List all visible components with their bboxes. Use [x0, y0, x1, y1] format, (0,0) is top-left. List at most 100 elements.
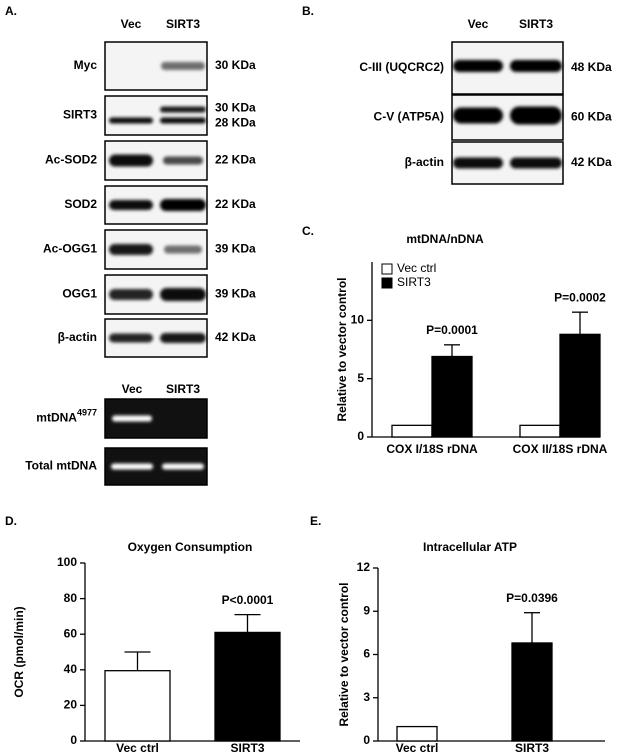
y-tick-label: 60 [64, 626, 78, 640]
lane-label: SIRT3 [166, 382, 200, 396]
row-name: C-V (ATP5A) [374, 110, 444, 124]
y-tick-label: 100 [57, 555, 77, 569]
row-label: Ac-OGG1 [43, 242, 97, 256]
row-name: Total mtDNA [25, 459, 97, 473]
row-label: Ac-SOD2 [45, 153, 97, 167]
panel-label: D. [5, 514, 17, 528]
bar [519, 424, 561, 438]
band [160, 288, 206, 301]
size-label: 22 KDa [215, 197, 256, 211]
lane-label: SIRT3 [166, 17, 200, 31]
y-tick-label: 0 [363, 733, 370, 747]
size-label: 39 KDa [215, 287, 256, 301]
row-label: OGG1 [62, 287, 97, 301]
lane-label: Vec [122, 382, 143, 396]
row-label: C-III (UQCRC2) [359, 60, 444, 74]
row-name: Ac-SOD2 [45, 153, 97, 167]
band [453, 60, 503, 72]
size-label: 30 KDa [215, 101, 256, 115]
row-label: mtDNA4977 [36, 408, 97, 425]
band [109, 200, 153, 210]
y-tick-label: 10 [351, 313, 365, 327]
row-name: SOD2 [64, 197, 97, 211]
panel-label: C. [302, 224, 314, 238]
bar [104, 670, 171, 742]
annotation: P=0.0001 [426, 323, 478, 337]
y-tick-label: 20 [64, 698, 78, 712]
y-axis-label: Relative to vector control [335, 277, 349, 421]
size-label: 42 KDa [215, 330, 256, 344]
band [109, 117, 153, 124]
band [161, 62, 205, 70]
row-name: Ac-OGG1 [43, 242, 97, 256]
bar [511, 642, 553, 742]
band [160, 333, 206, 343]
band [109, 154, 153, 167]
annotation: P<0.0001 [222, 593, 274, 607]
blot-box [104, 95, 208, 136]
y-axis-label: OCR (pmol/min) [12, 606, 26, 697]
size-label: 22 KDa [215, 153, 256, 167]
x-tick-label: COX II/18S rDNA [513, 442, 608, 456]
y-tick-label: 0 [70, 733, 77, 747]
size-label: 60 KDa [571, 110, 612, 124]
band [163, 156, 203, 165]
band [164, 245, 202, 254]
band [453, 107, 503, 124]
band [162, 463, 204, 470]
chart-title: Intracellular ATP [423, 540, 517, 554]
annotation: P=0.0396 [506, 591, 558, 605]
band [160, 117, 206, 124]
y-tick-label: 5 [357, 371, 364, 385]
panel-label: E. [310, 514, 321, 528]
band [510, 60, 562, 72]
row-label: SIRT3 [63, 108, 97, 122]
size-label: 39 KDa [215, 242, 256, 256]
y-tick-label: 6 [363, 647, 370, 661]
legend-label: Vec ctrl [397, 261, 436, 275]
y-tick-label: 0 [357, 429, 364, 443]
row-label: SOD2 [64, 197, 97, 211]
lane-label: Vec [121, 17, 142, 31]
row-name: β-actin [405, 155, 444, 169]
x-tick-label: SIRT3 [230, 741, 264, 755]
band [160, 199, 206, 211]
row-name: SIRT3 [63, 108, 97, 122]
size-label: 28 KDa [215, 116, 256, 130]
bar [559, 333, 601, 438]
band [510, 106, 562, 125]
annotation: P=0.0002 [554, 290, 606, 304]
row-label: β-actin [58, 330, 97, 344]
panel-label: B. [302, 4, 314, 18]
row-name: β-actin [58, 330, 97, 344]
y-tick-label: 9 [363, 603, 370, 617]
band [109, 289, 153, 300]
y-tick-label: 80 [64, 591, 78, 605]
panel-label: A. [5, 4, 17, 18]
size-label: 30 KDa [215, 58, 256, 72]
band [109, 244, 153, 255]
row-label: C-V (ATP5A) [374, 110, 444, 124]
band [111, 463, 153, 470]
lane-label: Vec [468, 17, 489, 31]
row-name: C-III (UQCRC2) [359, 60, 444, 74]
row-label: Myc [74, 58, 98, 72]
legend-swatch [381, 277, 393, 289]
row-label: Total mtDNA [25, 459, 97, 473]
band [510, 157, 562, 169]
row-name: mtDNA [36, 411, 77, 425]
y-tick-label: 3 [363, 690, 370, 704]
y-axis-label: Relative to vector control [337, 582, 351, 726]
band [112, 415, 152, 422]
chart-title: Oxygen Consumption [128, 540, 253, 554]
bar [391, 424, 433, 438]
legend-label: SIRT3 [397, 275, 431, 289]
bar [214, 631, 281, 742]
x-tick-label: Vec ctrl [116, 741, 159, 755]
row-label: β-actin [405, 155, 444, 169]
legend-swatch [381, 263, 393, 275]
x-tick-label: Vec ctrl [396, 741, 439, 755]
bar [431, 355, 473, 438]
band [109, 333, 153, 343]
